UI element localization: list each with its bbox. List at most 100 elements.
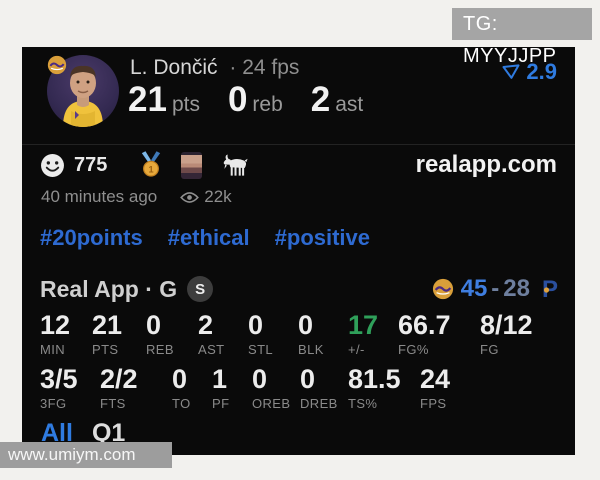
stat-cell: 81.5 TS% <box>348 364 420 412</box>
stat-value: 0 <box>172 364 188 394</box>
lakers-avatar-badge <box>47 55 67 75</box>
stat-label: FG% <box>398 342 429 358</box>
hashtag-link[interactable]: #ethical <box>167 225 250 250</box>
game-score: 45 - 28 P <box>432 275 561 303</box>
headline-stat: 2 ast <box>311 80 363 120</box>
paper-plane-icon <box>502 64 520 79</box>
stat-value: 12 <box>40 310 71 340</box>
stat-value: 0 <box>146 310 162 340</box>
stat-cell: 2/2 FTS <box>100 364 172 412</box>
stat-value: 0 <box>298 310 314 340</box>
stat-value: 2/2 <box>100 364 138 394</box>
reaction-count[interactable]: 775 <box>74 153 108 176</box>
headline-stat-value: 2 <box>310 80 331 119</box>
header-divider <box>22 144 575 145</box>
home-score: 45 <box>460 275 488 302</box>
svg-text:P: P <box>542 276 558 302</box>
stat-value: 3/5 <box>40 364 78 394</box>
eye-icon <box>180 191 200 203</box>
hashtag-link[interactable]: #20points <box>40 225 143 250</box>
time-ago: 40 minutes ago <box>41 187 158 206</box>
stat-value: 66.7 <box>398 310 451 340</box>
headline-stat-label: pts <box>171 93 200 116</box>
stat-value: 1 <box>212 364 228 394</box>
view-counter: 22k <box>180 187 232 207</box>
gold-medal-icon[interactable]: 1 <box>140 151 162 179</box>
player-avatar[interactable] <box>47 55 119 127</box>
away-score: 28 <box>503 275 530 302</box>
rating-value: 2.9 <box>526 59 557 85</box>
stat-cell: 0 OREB <box>252 364 300 412</box>
stat-value: 81.5 <box>348 364 401 394</box>
stat-cell: 66.7 FG% <box>398 310 480 358</box>
stat-label: MIN <box>40 342 66 358</box>
meta-row: 40 minutes ago 22k <box>41 187 232 207</box>
headline-stat-label: reb <box>252 93 283 116</box>
stat-cell: 24 FPS <box>420 364 480 412</box>
stat-label: DREB <box>300 396 338 412</box>
engagement-row: 775 1 <box>40 148 557 182</box>
hashtag-row: #20points #ethical #positive <box>40 225 370 251</box>
tg-badge: TG: MYYJJPP <box>452 8 592 67</box>
stat-label: BLK <box>298 342 324 358</box>
headline-statline: 21 pts 0 reb 2 ast <box>128 80 363 120</box>
goat-icon[interactable] <box>221 154 248 177</box>
stat-label: STL <box>248 342 274 358</box>
stat-label: FPS <box>420 396 447 412</box>
stat-label: FG <box>480 342 499 358</box>
stat-value: 0 <box>252 364 268 394</box>
score-separator: - <box>491 275 500 302</box>
scoreboard-row: Real App · G S 45 - 28 P <box>40 271 561 307</box>
s-badge[interactable]: S <box>187 276 214 302</box>
stat-value: 2 <box>198 310 214 340</box>
stat-label: PTS <box>92 342 119 358</box>
player-photo-icon[interactable] <box>181 151 203 179</box>
stat-label: TO <box>172 396 191 412</box>
stat-label: 3FG <box>40 396 67 412</box>
stat-value: 0 <box>248 310 264 340</box>
headline-stat-value: 0 <box>227 80 248 119</box>
stat-cell: 2 AST <box>198 310 248 358</box>
source-label: Real App · G <box>40 275 178 302</box>
stat-cell: 0 BLK <box>298 310 348 358</box>
stat-cell: 21 PTS <box>92 310 146 358</box>
player-name-line: L. Dončić · 24 fps <box>130 56 299 80</box>
view-count: 22k <box>204 187 232 206</box>
stat-cell: 0 STL <box>248 310 298 358</box>
player-portrait <box>63 65 103 127</box>
rating-control[interactable]: 2.9 <box>501 59 557 85</box>
player-name[interactable]: L. Dončić <box>130 56 218 79</box>
svg-text:1: 1 <box>149 164 154 174</box>
pacers-logo: P <box>542 276 558 302</box>
stats-row-1: 12 MIN 21 PTS 0 REB 2 AST 0 STL 0 BLK 17… <box>40 310 560 358</box>
stat-value: 8/12 <box>480 310 533 340</box>
stats-row-2: 3/5 3FG 2/2 FTS 0 TO 1 PF 0 OREB 0 DREB … <box>40 364 480 412</box>
stat-value: 0 <box>300 364 316 394</box>
stat-label: PF <box>212 396 230 412</box>
stat-cell: 0 REB <box>146 310 198 358</box>
stat-label: FTS <box>100 396 126 412</box>
stat-value: 21 <box>92 310 123 340</box>
headline-stat: 0 reb <box>228 80 283 120</box>
hashtag-link[interactable]: #positive <box>274 225 371 250</box>
headline-stat-label: ast <box>335 93 364 116</box>
lakers-logo <box>432 278 453 300</box>
stats-card: L. Dončić · 24 fps 21 pts 0 reb 2 ast 2.… <box>22 47 575 455</box>
stat-value: 24 <box>420 364 451 394</box>
site-watermark: realapp.com <box>415 151 557 178</box>
stat-cell: 0 TO <box>172 364 212 412</box>
stat-cell: 0 DREB <box>300 364 348 412</box>
player-fps-suffix: · 24 fps <box>229 56 300 79</box>
smiley-icon[interactable] <box>40 153 65 178</box>
stat-cell: 8/12 FG <box>480 310 560 358</box>
stat-label: +/- <box>348 342 365 358</box>
stat-label: AST <box>198 342 225 358</box>
stat-label: OREB <box>252 396 291 412</box>
stat-label: REB <box>146 342 174 358</box>
stat-value: 17 <box>348 310 379 340</box>
stat-cell: 3/5 3FG <box>40 364 100 412</box>
stat-cell: 12 MIN <box>40 310 92 358</box>
headline-stat-value: 21 <box>128 80 167 119</box>
stat-cell: 1 PF <box>212 364 252 412</box>
